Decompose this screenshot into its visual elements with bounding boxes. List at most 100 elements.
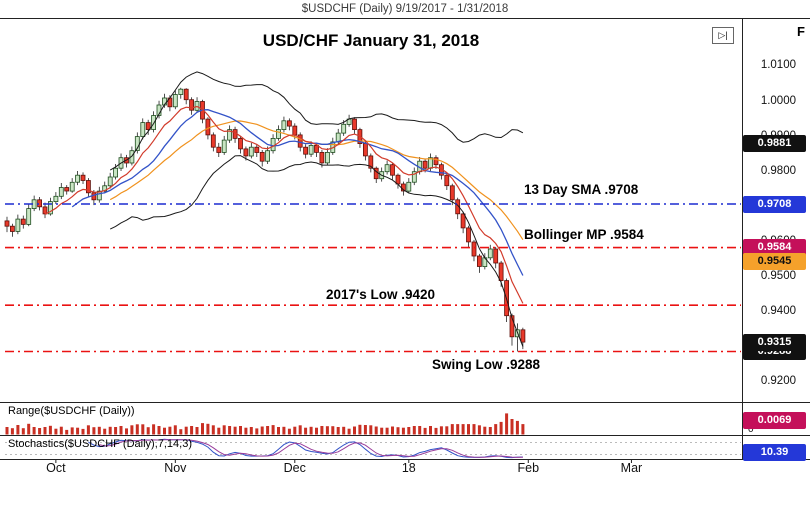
candle: [433, 157, 439, 166]
candle: [314, 144, 319, 153]
candle: [265, 150, 271, 162]
price-badge: 0.9584: [743, 239, 806, 256]
candle: [292, 125, 298, 136]
candle: [69, 181, 75, 192]
candle: [324, 151, 330, 164]
candle: [238, 137, 243, 150]
candle: [471, 241, 477, 257]
candle: [183, 88, 189, 101]
candle: [493, 248, 499, 264]
candle: [303, 146, 309, 155]
candle: [319, 151, 325, 164]
x-axis-label: Dec: [283, 461, 306, 475]
candle: [254, 146, 260, 153]
candle: [107, 176, 113, 187]
candle: [466, 227, 471, 243]
candle: [20, 218, 26, 225]
y-axis-label: 0.9200: [760, 375, 796, 387]
candle: [498, 262, 504, 282]
candle: [444, 174, 450, 187]
candle: [178, 88, 184, 95]
candle: [145, 122, 151, 130]
y-axis-label: 0.9500: [760, 270, 796, 282]
candle: [42, 206, 48, 215]
scroll-to-end-button[interactable]: ▷|: [712, 27, 734, 44]
level-annotation: 13 Day SMA .9708: [524, 182, 639, 197]
candle: [15, 218, 21, 232]
candle: [227, 129, 233, 141]
candle: [449, 185, 455, 201]
level-annotation: 2017's Low .9420: [326, 287, 436, 302]
watermark-letter: F: [797, 24, 805, 39]
candle: [140, 122, 146, 137]
x-axis-label: 18: [401, 461, 416, 475]
candle: [9, 225, 15, 232]
candle: [243, 148, 249, 157]
price-badge: 0.9315: [743, 334, 806, 351]
range-histogram: [5, 413, 525, 435]
window-title: $USDCHF (Daily) 9/19/2017 - 1/31/2018: [0, 0, 810, 18]
candle: [286, 120, 292, 127]
candle: [86, 180, 91, 194]
candle: [406, 181, 412, 192]
x-axis-label: Nov: [164, 461, 187, 475]
candle: [352, 118, 357, 130]
candle: [129, 150, 135, 164]
range-zero-label: 0: [748, 424, 754, 435]
candle: [96, 190, 102, 201]
y-axis-label: 1.0000: [760, 95, 796, 107]
candle: [270, 137, 276, 152]
candle: [362, 143, 368, 157]
candle: [487, 248, 493, 259]
candle: [151, 115, 157, 130]
candle: [476, 255, 482, 267]
chart-title: USD/CHF January 31, 2018: [262, 31, 480, 50]
candle: [48, 201, 53, 215]
candle: [297, 134, 303, 148]
candle: [221, 139, 227, 153]
candle: [281, 120, 287, 131]
y-axis-label: 0.9400: [760, 305, 796, 317]
stochastics-panel-label: Stochastics($USDCHF (Daily),7,14,3): [8, 438, 192, 450]
candle: [259, 151, 265, 162]
range-panel-label: Range($USDCHF (Daily)): [8, 405, 135, 417]
candle: [205, 118, 211, 136]
candle: [520, 329, 526, 343]
candle: [422, 160, 428, 169]
candle: [308, 144, 314, 155]
candle: [411, 171, 417, 183]
candle: [64, 187, 70, 192]
price-badge: 0.9708: [743, 196, 806, 213]
candle: [53, 195, 59, 203]
y-axis-label: 0.9800: [760, 165, 796, 177]
candle: [26, 208, 32, 225]
candle: [248, 146, 254, 157]
level-annotation: Bollinger MP .9584: [524, 227, 644, 242]
candle: [460, 213, 466, 229]
level-annotation: Swing Low .9288: [432, 357, 541, 372]
candle: [80, 174, 86, 181]
candle: [75, 174, 80, 183]
candle: [509, 315, 515, 338]
candle: [276, 129, 281, 139]
price-badge: 0.9545: [743, 253, 806, 270]
stochastics-value-badge: 10.39: [743, 444, 806, 461]
candle: [216, 146, 222, 153]
x-axis-label: Oct: [46, 461, 66, 475]
candle: [368, 155, 374, 169]
range-value-badge: 0.0069: [743, 412, 806, 429]
y-axis-label: 1.0100: [760, 59, 796, 71]
x-axis-label: Feb: [517, 461, 540, 475]
candle: [210, 134, 216, 148]
candle: [455, 199, 461, 215]
candle: [189, 99, 195, 111]
x-axis-label: Mar: [620, 461, 643, 475]
candle: [384, 164, 390, 173]
candle: [91, 192, 97, 201]
candle: [172, 94, 178, 108]
candle: [58, 187, 64, 197]
candle: [390, 164, 395, 176]
candle: [113, 167, 118, 178]
